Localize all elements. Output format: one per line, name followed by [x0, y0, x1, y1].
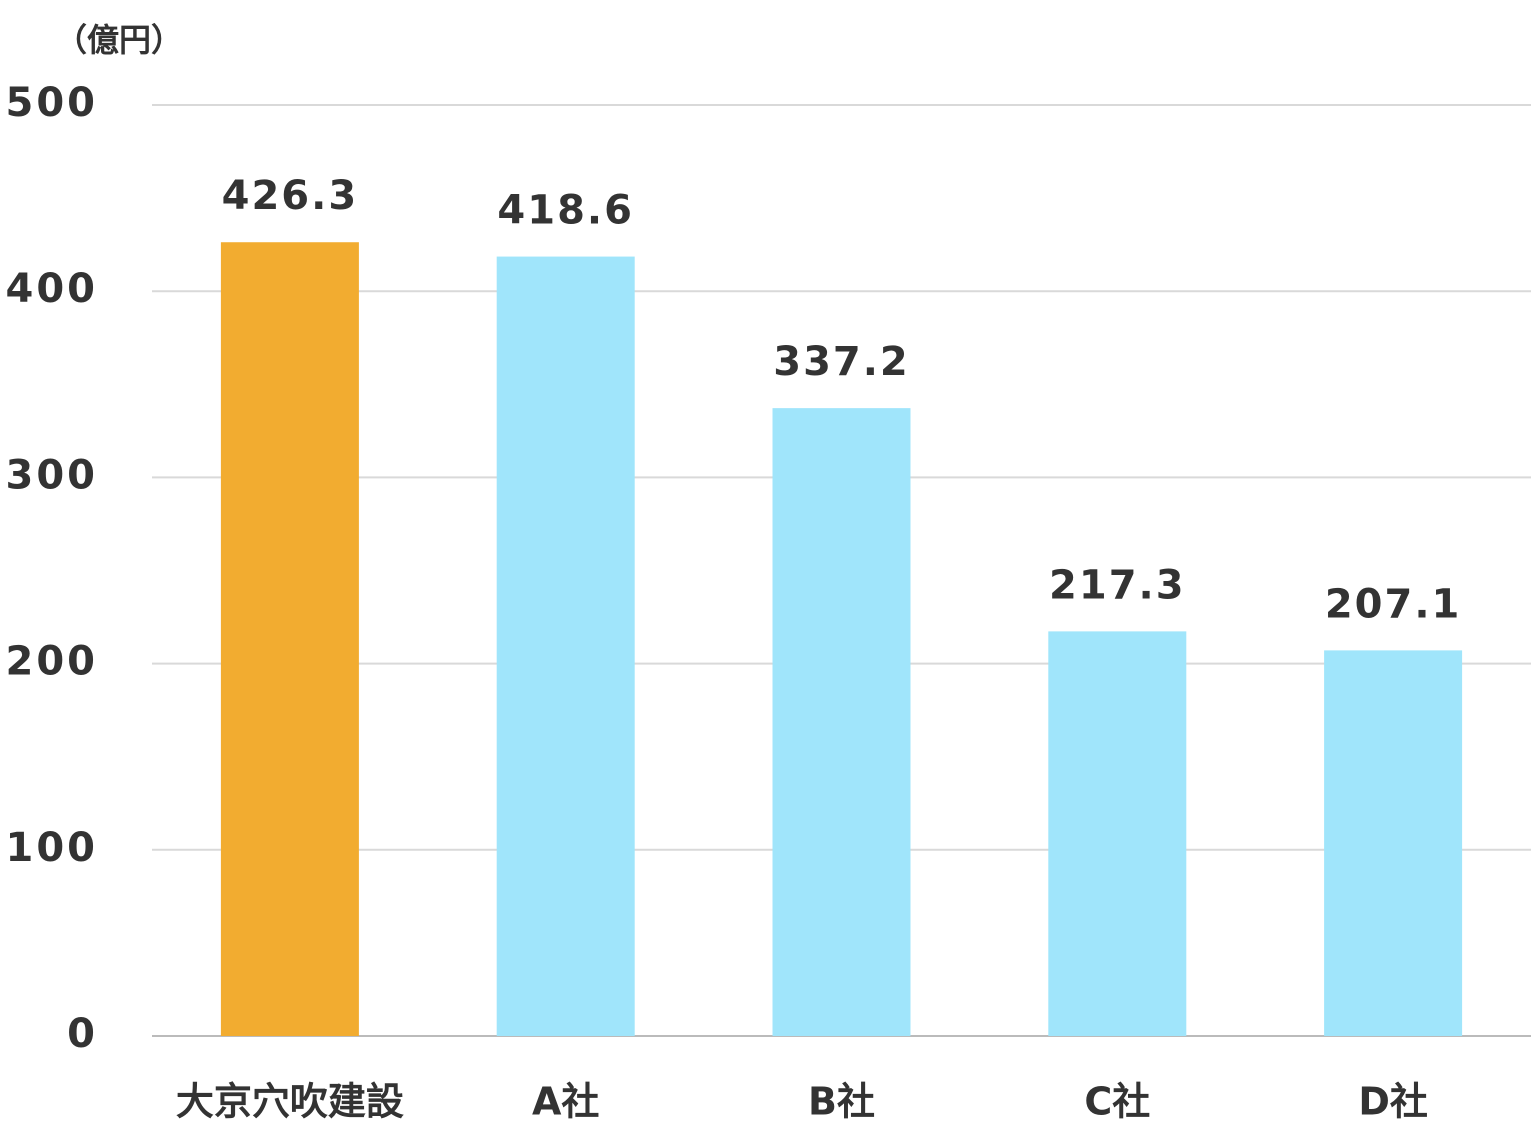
- bar: [220, 242, 359, 1037]
- bar: [772, 408, 911, 1036]
- value-label: 217.3: [1049, 562, 1186, 608]
- x-tick-label: B社: [808, 1080, 875, 1124]
- bar: [496, 256, 635, 1037]
- x-tick-label: D社: [1358, 1080, 1428, 1124]
- y-tick-label: 200: [6, 639, 99, 685]
- bar: [1324, 650, 1463, 1036]
- value-label: 426.3: [222, 173, 359, 219]
- y-axis-label: （億円）: [55, 21, 183, 59]
- x-tick-label: 大京穴吹建設: [176, 1080, 404, 1124]
- x-tick-label: A社: [532, 1080, 599, 1124]
- y-tick-label: 100: [6, 825, 99, 871]
- y-tick-label: 500: [6, 80, 99, 126]
- x-tick-label: C社: [1084, 1080, 1150, 1124]
- value-label: 207.1: [1325, 581, 1462, 627]
- bar: [1048, 631, 1187, 1036]
- y-tick-label: 400: [6, 266, 99, 312]
- value-label: 337.2: [773, 339, 910, 385]
- y-tick-label: 0: [67, 1011, 98, 1057]
- value-label: 418.6: [497, 188, 634, 234]
- y-tick-label: 300: [6, 452, 99, 498]
